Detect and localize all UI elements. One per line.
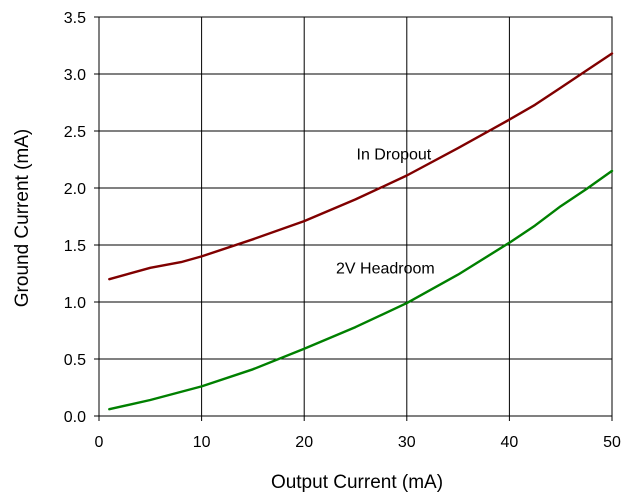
series-line-2v-headroom (108, 169, 614, 411)
y-axis-title: Ground Current (mA) (12, 129, 33, 307)
y-tick-label: 2.5 (64, 124, 86, 141)
y-tick-label: 1.0 (64, 295, 86, 312)
y-tick-label: 0.0 (64, 409, 86, 426)
x-tick-label: 30 (398, 434, 416, 451)
y-tick-label: 3.5 (64, 10, 86, 27)
tick-labels: 0 10 20 30 40 50 0.0 0.5 1.0 1.5 2.0 2.5 3.0 3.5 (64, 10, 621, 451)
y-tick-label: 0.5 (64, 352, 86, 369)
plot-frame (98, 16, 613, 417)
x-tick-label: 0 (95, 434, 104, 451)
y-tick-label: 1.5 (64, 238, 86, 255)
y-tick-label: 2.0 (64, 181, 86, 198)
x-axis-title: Output Current (mA) (271, 472, 443, 493)
x-tick-label: 10 (193, 434, 211, 451)
annotations: In Dropout 2V Headroom (336, 147, 435, 278)
grid (94, 16, 613, 421)
x-tick-label: 40 (501, 434, 519, 451)
series-layer (108, 52, 614, 411)
x-tick-label: 20 (295, 434, 313, 451)
series-annotation: In Dropout (357, 147, 432, 164)
series-annotation: 2V Headroom (336, 261, 435, 278)
x-tick-label: 50 (603, 434, 621, 451)
y-tick-label: 3.0 (64, 67, 86, 84)
series-line-in-dropout (108, 52, 614, 281)
